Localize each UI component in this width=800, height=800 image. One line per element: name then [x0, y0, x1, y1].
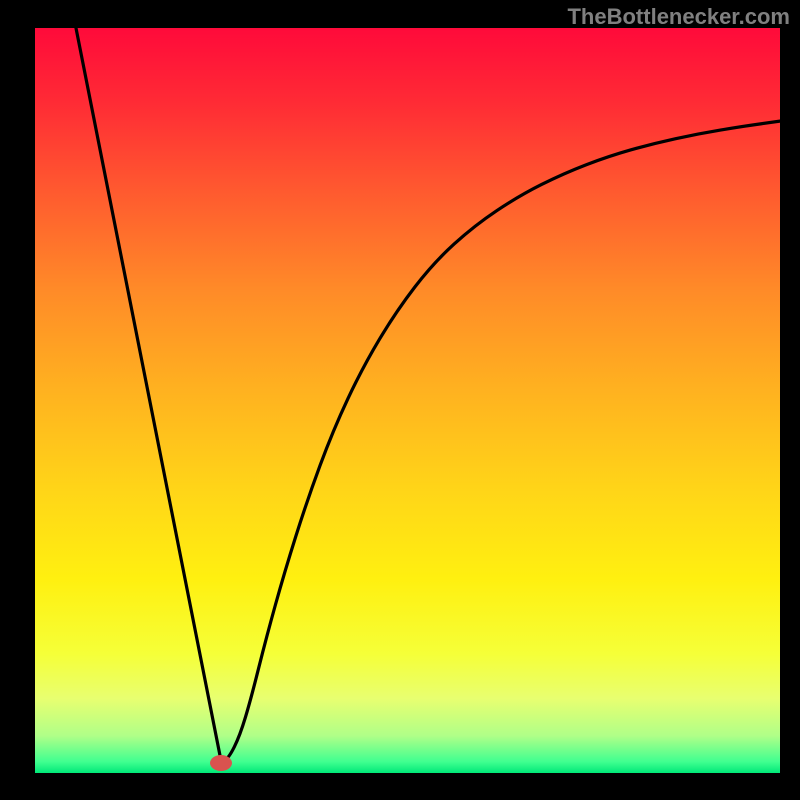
watermark-text: TheBottlenecker.com: [567, 4, 790, 30]
chart-container: TheBottlenecker.com: [0, 0, 800, 800]
curve-layer: [35, 28, 780, 773]
bottleneck-curve: [76, 28, 780, 762]
plot-area: [35, 28, 780, 773]
